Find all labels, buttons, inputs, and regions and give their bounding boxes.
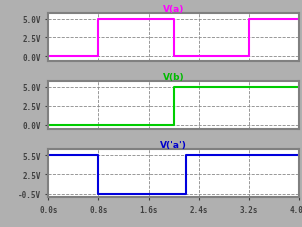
Title: V(a): V(a)	[163, 5, 184, 14]
Title: V('a'): V('a')	[160, 141, 187, 150]
Title: V(b): V(b)	[163, 73, 185, 82]
